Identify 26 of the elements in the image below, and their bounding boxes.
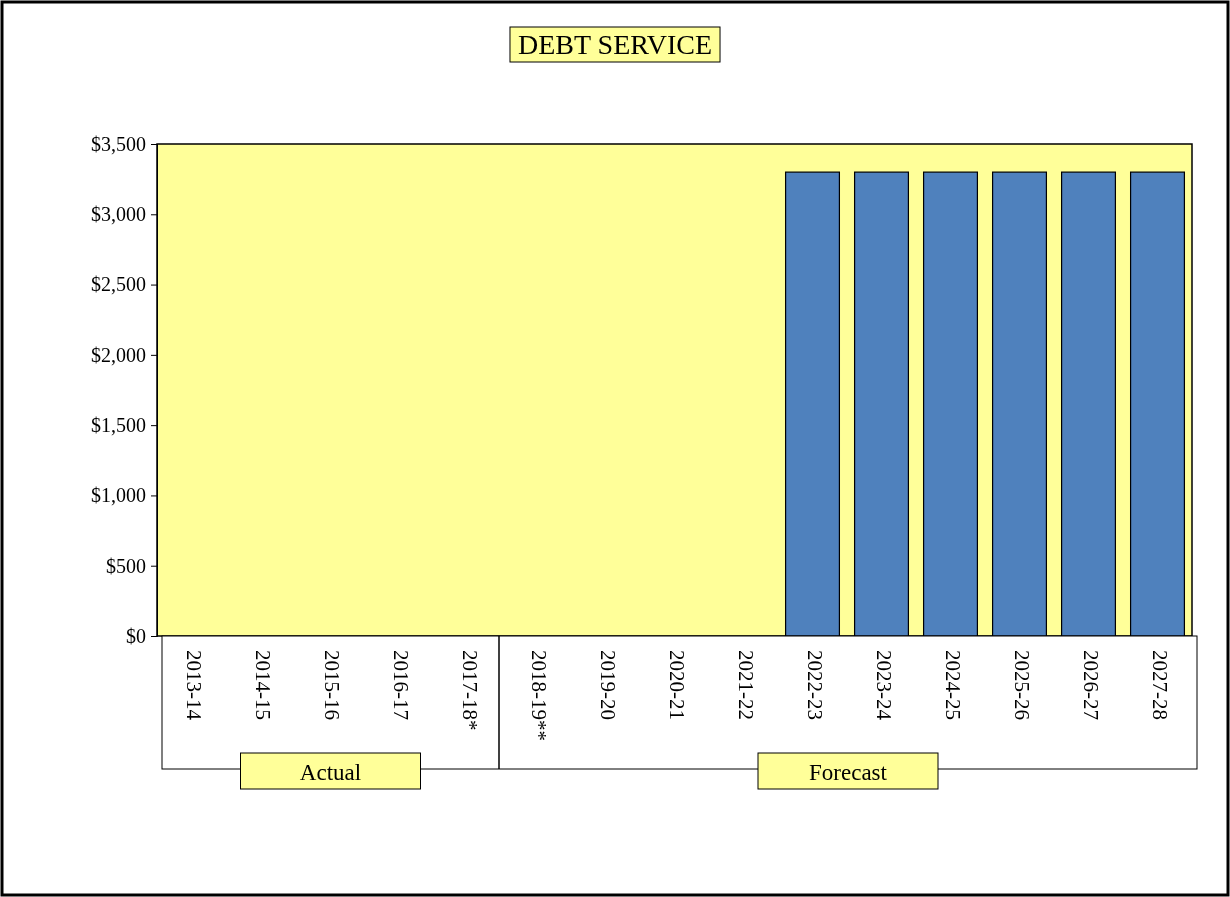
x-tick-label: 2018-19** (526, 650, 551, 741)
x-tick-label: 2027-28 (1147, 650, 1172, 720)
x-tick-label: 2021-22 (733, 650, 758, 720)
x-tick-label: 2020-21 (664, 650, 689, 720)
x-tick-label: 2017-18* (457, 650, 482, 731)
x-tick-label: 2023-24 (871, 650, 896, 721)
y-tick-label: $3,500 (91, 132, 146, 155)
y-tick-label: $1,000 (91, 484, 146, 507)
x-tick-label: 2022-23 (802, 650, 827, 720)
x-tick-label: 2019-20 (595, 650, 620, 720)
x-tick-label: 2024-25 (940, 650, 965, 720)
y-tick-label: $0 (126, 624, 146, 647)
x-tick-label: 2016-17 (388, 650, 413, 720)
text: Actual (299, 760, 362, 785)
y-tick-label: $1,500 (91, 414, 146, 437)
text: Forecast (809, 760, 888, 785)
x-tick-label: 2015-16 (319, 650, 344, 720)
y-tick-label: $3,000 (91, 203, 146, 226)
y-tick-label: $2,000 (91, 343, 146, 366)
x-tick-label: 2026-27 (1078, 650, 1103, 720)
x-tick-label: 2013-14 (181, 650, 206, 721)
chart-title: DEBT SERVICE (517, 29, 713, 60)
y-tick-label: $500 (106, 554, 146, 577)
x-tick-label: 2025-26 (1009, 650, 1034, 720)
y-tick-label: $2,500 (91, 273, 146, 296)
x-tick-label: 2014-15 (250, 650, 275, 720)
